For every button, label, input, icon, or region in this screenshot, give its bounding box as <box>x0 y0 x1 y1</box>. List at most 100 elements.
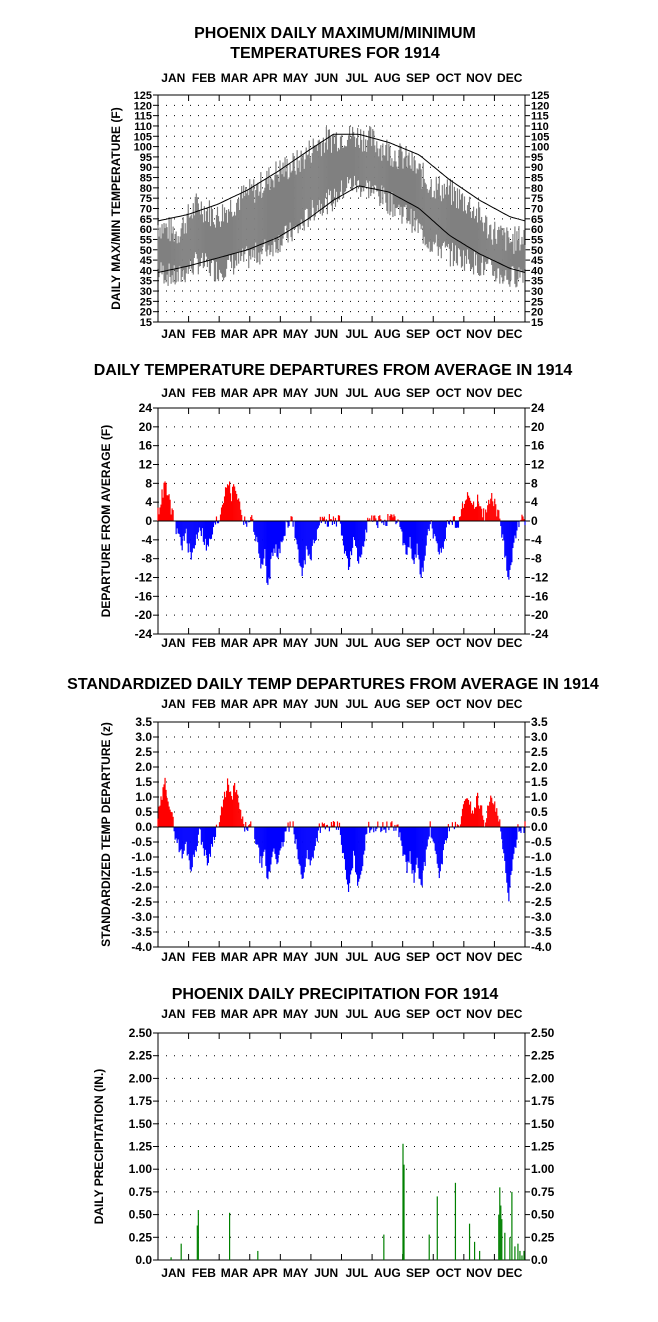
y-tick-label-left: 3.0 <box>135 730 152 744</box>
y-tick-label-left: 2.00 <box>129 1071 153 1085</box>
y-tick-label-left: 1.75 <box>129 1094 153 1108</box>
month-label-bottom: JUL <box>345 950 368 964</box>
y-tick-label-right: 16 <box>531 439 545 453</box>
month-label-top: SEP <box>406 1007 430 1021</box>
month-label-top: DEC <box>497 1007 523 1021</box>
y-tick-label-right: -4.0 <box>531 940 552 954</box>
y-tick-label-left: 50 <box>140 245 152 257</box>
y-tick-label-right: -20 <box>531 608 549 622</box>
month-label-bottom: JUL <box>345 1266 368 1280</box>
month-label-bottom: JUN <box>314 950 338 964</box>
y-tick-label-right: 0.75 <box>531 1185 555 1199</box>
y-tick-label-right: 2.50 <box>531 1026 555 1040</box>
y-tick-label-left: 0 <box>145 514 152 528</box>
y-tick-label-left: 55 <box>140 234 152 246</box>
y-tick-label-left: -2.0 <box>131 880 152 894</box>
y-tick-label-left: 2.25 <box>129 1049 153 1063</box>
month-label-bottom: JAN <box>161 950 185 964</box>
y-tick-label-left: 105 <box>134 131 152 143</box>
month-label-bottom: JUN <box>314 1266 338 1280</box>
y-tick-label-left: 0.75 <box>129 1185 153 1199</box>
y-tick-label-left: 24 <box>139 401 153 415</box>
month-label-top: JUN <box>314 697 338 711</box>
y-tick-label-left: 1.00 <box>129 1162 153 1176</box>
y-tick-label-right: -16 <box>531 589 549 603</box>
month-label-bottom: DEC <box>497 1266 523 1280</box>
month-label-bottom: AUG <box>374 636 401 650</box>
y-tick-label-left: 20 <box>139 420 153 434</box>
y-tick-label-right: 2.0 <box>531 760 548 774</box>
month-label-bottom: NOV <box>466 1266 492 1280</box>
y-tick-label-right: 35 <box>531 276 543 288</box>
y-tick-label-left: 30 <box>140 286 152 298</box>
month-label-bottom: SEP <box>406 636 430 650</box>
y-tick-label-left: 60 <box>140 224 152 236</box>
month-label-top: NOV <box>466 697 492 711</box>
chart-panel-2: 24 24 20 20 16 16 12 12 8 8 4 4 0 0 -4 -4 -8 -8 -12 -12 -16 -… <box>99 386 549 650</box>
y-tick-label-right: 25 <box>531 296 543 308</box>
month-label-top: JAN <box>161 1007 185 1021</box>
y-tick-label-left: -1.0 <box>131 850 152 864</box>
y-tick-label-left: 0.25 <box>129 1230 153 1244</box>
y-tick-label-right: -2.5 <box>531 895 552 909</box>
y-tick-label-right: -3.0 <box>531 910 552 924</box>
y-tick-label-left: 75 <box>140 193 152 205</box>
month-label-bottom: AUG <box>374 950 401 964</box>
month-label-bottom: APR <box>252 950 278 964</box>
y-tick-label-left: -3.0 <box>131 910 152 924</box>
y-axis-label: DAILY PRECIPITATION (IN.) <box>92 1069 106 1225</box>
y-axis-label: DEPARTURE FROM AVERAGE (F) <box>99 425 113 617</box>
month-label-top: OCT <box>436 386 462 400</box>
y-tick-label-left: -4.0 <box>131 940 152 954</box>
y-axis-label: STANDARDIZED TEMP DEPARTURE (z) <box>99 722 113 947</box>
month-label-bottom: MAR <box>221 950 249 964</box>
month-label-bottom: SEP <box>406 327 430 341</box>
month-label-top: MAR <box>221 71 249 85</box>
month-label-top: AUG <box>374 697 401 711</box>
month-label-bottom: FEB <box>192 950 216 964</box>
month-label-top: APR <box>252 71 278 85</box>
y-tick-label-left: 110 <box>134 121 152 133</box>
y-tick-label-left: -2.5 <box>131 895 152 909</box>
y-axis-label: DAILY MAX/MIN TEMPERATURE (F) <box>109 107 123 309</box>
month-label-top: MAR <box>221 1007 249 1021</box>
y-tick-label-right: 125 <box>531 90 549 102</box>
month-label-top: DEC <box>497 697 523 711</box>
y-tick-label-right: 1.00 <box>531 1162 555 1176</box>
y-tick-label-right: 65 <box>531 214 543 226</box>
month-label-bottom: OCT <box>436 636 462 650</box>
y-tick-label-left: 40 <box>140 265 152 277</box>
y-tick-label-left: 65 <box>140 214 152 226</box>
y-tick-label-left: 1.0 <box>135 790 152 804</box>
month-label-top: NOV <box>466 1007 492 1021</box>
y-tick-label-right: 90 <box>531 162 543 174</box>
y-tick-label-right: -4 <box>531 533 542 547</box>
month-label-bottom: DEC <box>497 636 523 650</box>
y-tick-label-right: 4 <box>531 495 538 509</box>
month-label-top: FEB <box>192 697 216 711</box>
y-tick-label-left: 25 <box>140 296 152 308</box>
y-tick-label-right: 0.5 <box>531 805 548 819</box>
month-label-bottom: FEB <box>192 1266 216 1280</box>
month-label-top: SEP <box>406 71 430 85</box>
month-label-bottom: JUL <box>345 636 368 650</box>
y-tick-label-right: 115 <box>531 111 549 123</box>
y-tick-label-right: 40 <box>531 265 543 277</box>
y-tick-label-right: 110 <box>531 121 549 133</box>
month-label-top: JAN <box>161 71 185 85</box>
y-tick-label-right: 1.50 <box>531 1117 555 1131</box>
y-tick-label-right: 120 <box>531 100 549 112</box>
y-tick-label-right: 20 <box>531 420 545 434</box>
chart1-title-line1: PHOENIX DAILY MAXIMUM/MINIMUM <box>194 25 476 42</box>
normal-max-line <box>157 133 526 222</box>
y-tick-label-left: 0.0 <box>135 820 152 834</box>
month-label-top: OCT <box>436 71 462 85</box>
y-tick-label-left: 15 <box>140 317 152 329</box>
normal-min-line <box>157 185 526 273</box>
month-label-top: SEP <box>406 386 430 400</box>
month-label-top: MAR <box>221 697 249 711</box>
y-tick-label-right: 1.25 <box>531 1140 555 1154</box>
y-tick-label-right: 24 <box>531 401 545 415</box>
month-label-top: SEP <box>406 697 430 711</box>
y-tick-label-right: -1.5 <box>531 865 552 879</box>
